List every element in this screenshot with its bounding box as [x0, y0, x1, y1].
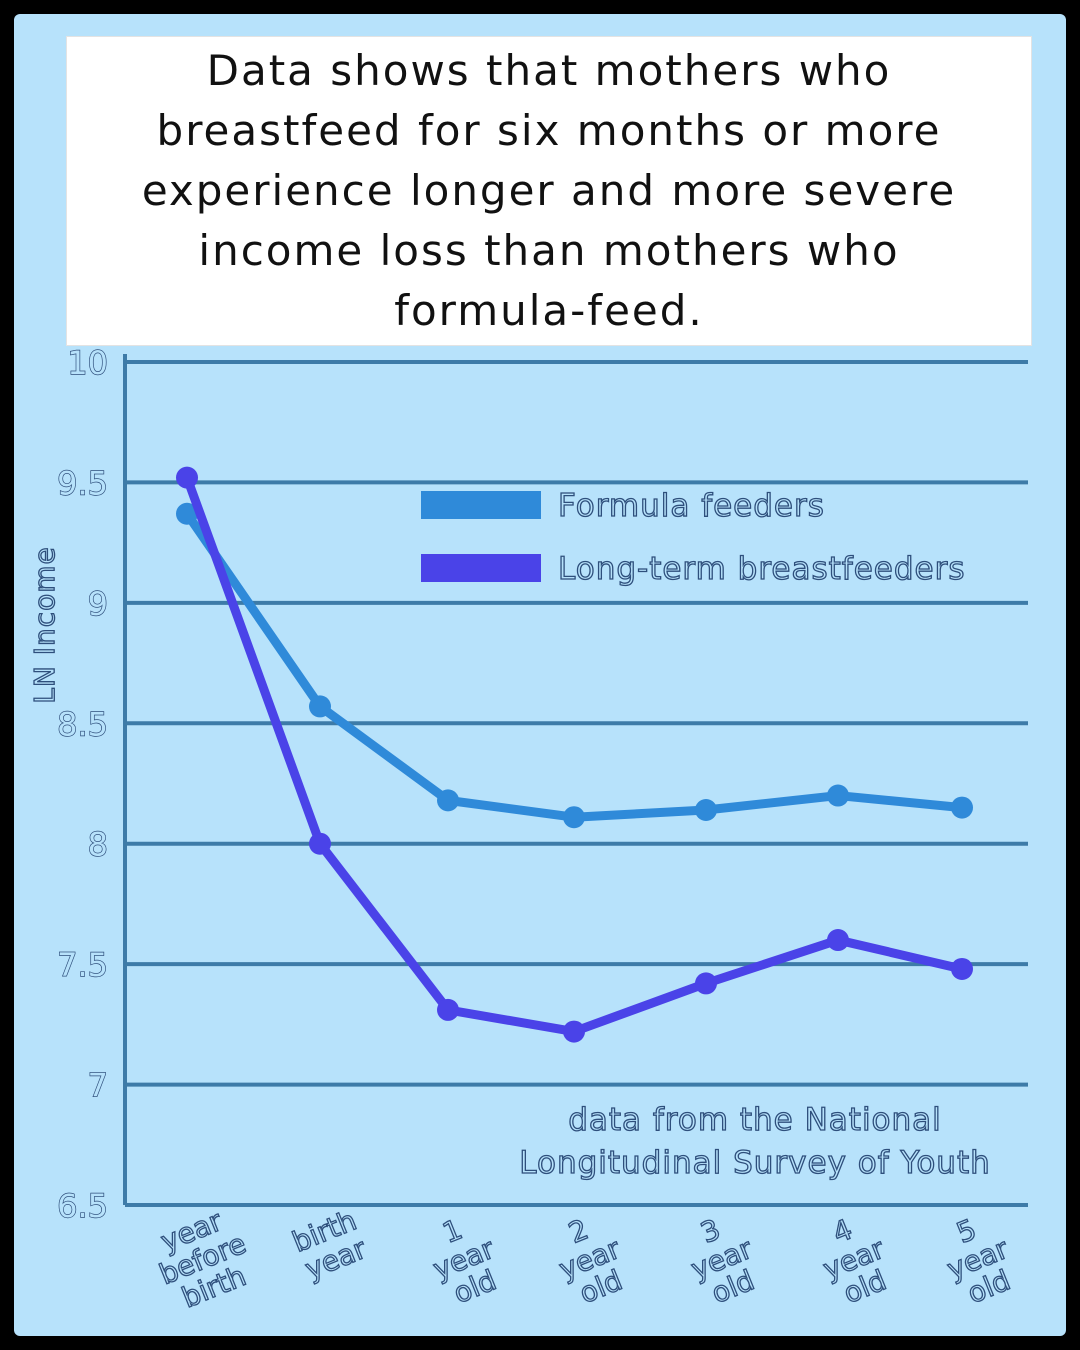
legend-label: Long-term breastfeeders [558, 551, 966, 587]
data-point [309, 832, 331, 855]
title-box: Data shows that mothers who breastfeed f… [66, 36, 1032, 346]
data-point [309, 695, 331, 718]
data-point [437, 998, 459, 1021]
y-tick-label: 9.5 [57, 464, 108, 502]
legend-label: Formula feeders [558, 488, 825, 524]
y-tick-label: 7.5 [57, 946, 108, 984]
y-tick-label: 6.5 [57, 1187, 108, 1225]
legend-swatch [421, 554, 541, 582]
y-tick-label: 8.5 [57, 705, 108, 743]
legend-swatch [421, 491, 541, 519]
y-tick-label: 8 [88, 826, 108, 864]
data-point [176, 466, 198, 489]
data-point [695, 798, 717, 821]
data-point [176, 502, 198, 525]
chart-title: Data shows that mothers who breastfeed f… [141, 46, 957, 335]
data-point [695, 972, 717, 995]
y-axis-label: LN Income [28, 546, 61, 703]
data-point [437, 789, 459, 812]
y-tick-label: 7 [88, 1067, 108, 1105]
source-note-line: Longitudinal Survey of Youth [519, 1145, 991, 1181]
chart-frame: Data shows that mothers who breastfeed f… [14, 14, 1066, 1336]
data-point [827, 929, 849, 952]
y-tick-label: 9 [88, 585, 108, 623]
data-point [827, 784, 849, 807]
data-point [563, 806, 585, 829]
y-tick-label: 10 [67, 344, 108, 382]
data-point [951, 796, 973, 819]
source-note-line: data from the National [568, 1102, 942, 1138]
data-point [951, 957, 973, 980]
data-point [563, 1020, 585, 1043]
